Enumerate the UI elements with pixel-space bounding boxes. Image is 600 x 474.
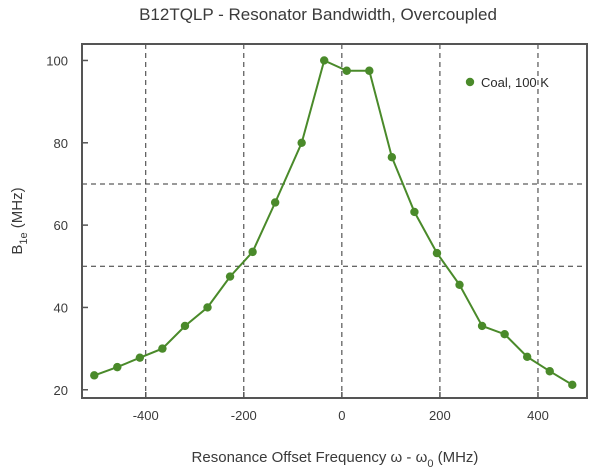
data-point xyxy=(455,280,464,290)
data-point xyxy=(248,247,257,257)
data-point xyxy=(158,344,167,353)
chart-title: B12TQLP - Resonator Bandwidth, Overcoupl… xyxy=(139,5,497,24)
data-point xyxy=(568,380,577,390)
data-point xyxy=(342,66,351,75)
data-point xyxy=(270,198,280,207)
x-tick-label: 0 xyxy=(338,408,345,423)
x-tick-label: 200 xyxy=(429,408,451,423)
y-tick-label: 40 xyxy=(54,300,68,315)
legend-label: Coal, 100 K xyxy=(481,75,549,90)
data-point xyxy=(545,367,554,376)
x-axis-label: Resonance Offset Frequency ω - ω0 (MHz) xyxy=(192,449,479,470)
data-point xyxy=(297,138,306,147)
data-point xyxy=(410,207,419,217)
x-axis-label-subscript: 0 xyxy=(427,458,433,470)
data-point xyxy=(113,362,122,372)
y-tick-label: 20 xyxy=(54,383,68,398)
legend-marker xyxy=(465,77,475,87)
x-axis-label-suffix: (MHz) xyxy=(433,449,478,466)
plot-area xyxy=(82,44,587,398)
series-line xyxy=(93,59,573,386)
x-tick-label: -200 xyxy=(231,408,257,423)
y-axis-label-prefix: B xyxy=(9,245,26,255)
y-axis-label: B1e (MHz) xyxy=(9,187,30,254)
x-tick-label: 400 xyxy=(527,408,549,423)
data-point xyxy=(320,56,329,65)
series-layer xyxy=(90,56,577,390)
y-axis-label-suffix: (MHz) xyxy=(9,187,26,232)
data-point xyxy=(225,272,235,281)
y-axis-label-subscript: 1e xyxy=(18,232,30,244)
data-point xyxy=(432,248,442,258)
data-point xyxy=(365,66,374,75)
plot-frame xyxy=(81,43,588,399)
legend: Coal, 100 K xyxy=(465,75,549,90)
x-tick-label: -400 xyxy=(133,408,159,423)
data-point xyxy=(522,352,532,362)
grid xyxy=(82,44,587,398)
data-point xyxy=(90,371,99,380)
data-point xyxy=(477,321,487,331)
y-tick-label: 100 xyxy=(46,53,68,68)
x-axis-label-prefix: Resonance Offset Frequency ω - ω xyxy=(192,449,428,466)
y-tick-label: 60 xyxy=(54,218,68,233)
data-point xyxy=(500,329,509,339)
data-point xyxy=(135,353,145,362)
data-point xyxy=(180,321,190,331)
y-tick-label: 80 xyxy=(54,136,68,151)
data-point xyxy=(203,303,212,312)
data-point xyxy=(387,152,397,162)
